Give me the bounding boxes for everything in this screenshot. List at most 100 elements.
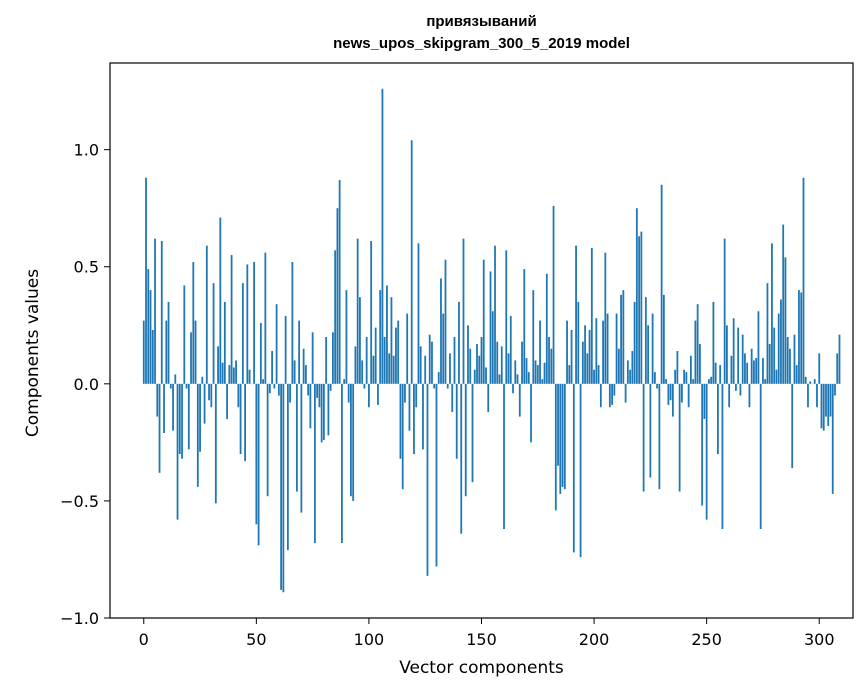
bar (608, 383, 611, 408)
bar (730, 355, 733, 384)
bar (566, 320, 568, 384)
bar (381, 88, 384, 384)
bar (350, 383, 352, 497)
bar (624, 383, 627, 403)
bar (548, 336, 550, 384)
bar (431, 341, 433, 384)
bar (602, 320, 604, 384)
bar (635, 208, 638, 384)
bar (757, 311, 760, 384)
bar (793, 334, 796, 384)
bar (762, 358, 764, 384)
bar (210, 383, 213, 408)
bar (525, 358, 528, 384)
bar (723, 238, 726, 384)
bar (194, 320, 197, 384)
bar (786, 336, 789, 384)
bar (280, 383, 283, 590)
bar (232, 367, 235, 384)
bar (401, 383, 404, 490)
bar (568, 365, 571, 384)
bar (390, 297, 393, 384)
bar (264, 252, 267, 384)
bar (478, 355, 481, 384)
bar (712, 301, 715, 384)
bar (577, 301, 580, 384)
bar (201, 376, 204, 384)
bar (165, 320, 168, 384)
bar (302, 348, 305, 384)
x-tick-label: 100 (354, 630, 385, 649)
bar (467, 325, 469, 384)
bar (187, 383, 190, 450)
y-axis-ticks: −1.0 −0.5 0.0 0.5 1.0 (60, 141, 110, 628)
bar (669, 383, 672, 401)
bar (214, 383, 217, 504)
x-tick-label: 300 (804, 630, 835, 649)
x-tick-label: 150 (466, 630, 497, 649)
bar (735, 383, 737, 391)
bar (449, 353, 451, 384)
bar (359, 297, 361, 384)
bar (286, 383, 289, 551)
bar (802, 177, 805, 384)
bar (626, 360, 629, 384)
y-tick-label: −1.0 (60, 609, 99, 628)
bar (374, 327, 377, 384)
bar (615, 313, 618, 384)
bar (273, 383, 276, 389)
bar (172, 383, 174, 431)
bar (471, 383, 474, 483)
bar (676, 351, 679, 384)
bar (737, 327, 740, 384)
bar (208, 383, 210, 401)
bar (435, 383, 438, 567)
bar (703, 383, 706, 419)
bar (694, 320, 697, 384)
bar (176, 383, 179, 520)
y-tick-label: 0.0 (74, 375, 99, 394)
bar (282, 383, 285, 593)
x-axis-label: Vector components (399, 658, 564, 678)
bar (309, 383, 312, 429)
bar (426, 383, 429, 576)
bar (352, 383, 355, 501)
bar (419, 346, 422, 384)
bar (347, 383, 350, 403)
bar (530, 383, 532, 443)
x-tick-label: 50 (246, 630, 266, 649)
bar (284, 315, 287, 384)
bar (773, 327, 776, 384)
bar (647, 325, 650, 384)
bar (383, 336, 386, 384)
bar (458, 301, 460, 384)
bar (255, 383, 258, 525)
y-axis-label: Components values (23, 268, 43, 438)
bar (336, 208, 339, 384)
bar (487, 383, 490, 412)
bar (217, 346, 219, 384)
bar (190, 332, 192, 384)
bar (685, 372, 688, 384)
bar (671, 383, 674, 417)
bar (379, 290, 382, 384)
bar (563, 383, 566, 490)
bar (377, 383, 379, 405)
bar (829, 383, 832, 417)
bar (185, 383, 188, 389)
bar (827, 383, 830, 426)
bar (507, 353, 510, 384)
bar (413, 383, 415, 455)
bar (755, 358, 758, 384)
bar (158, 383, 161, 473)
bar (613, 383, 616, 396)
bar (320, 383, 323, 443)
bar (460, 383, 463, 534)
bar (822, 383, 825, 431)
bar (325, 336, 328, 384)
bar (437, 372, 440, 384)
bar (782, 224, 785, 384)
bar (246, 264, 249, 384)
bar (678, 383, 681, 492)
